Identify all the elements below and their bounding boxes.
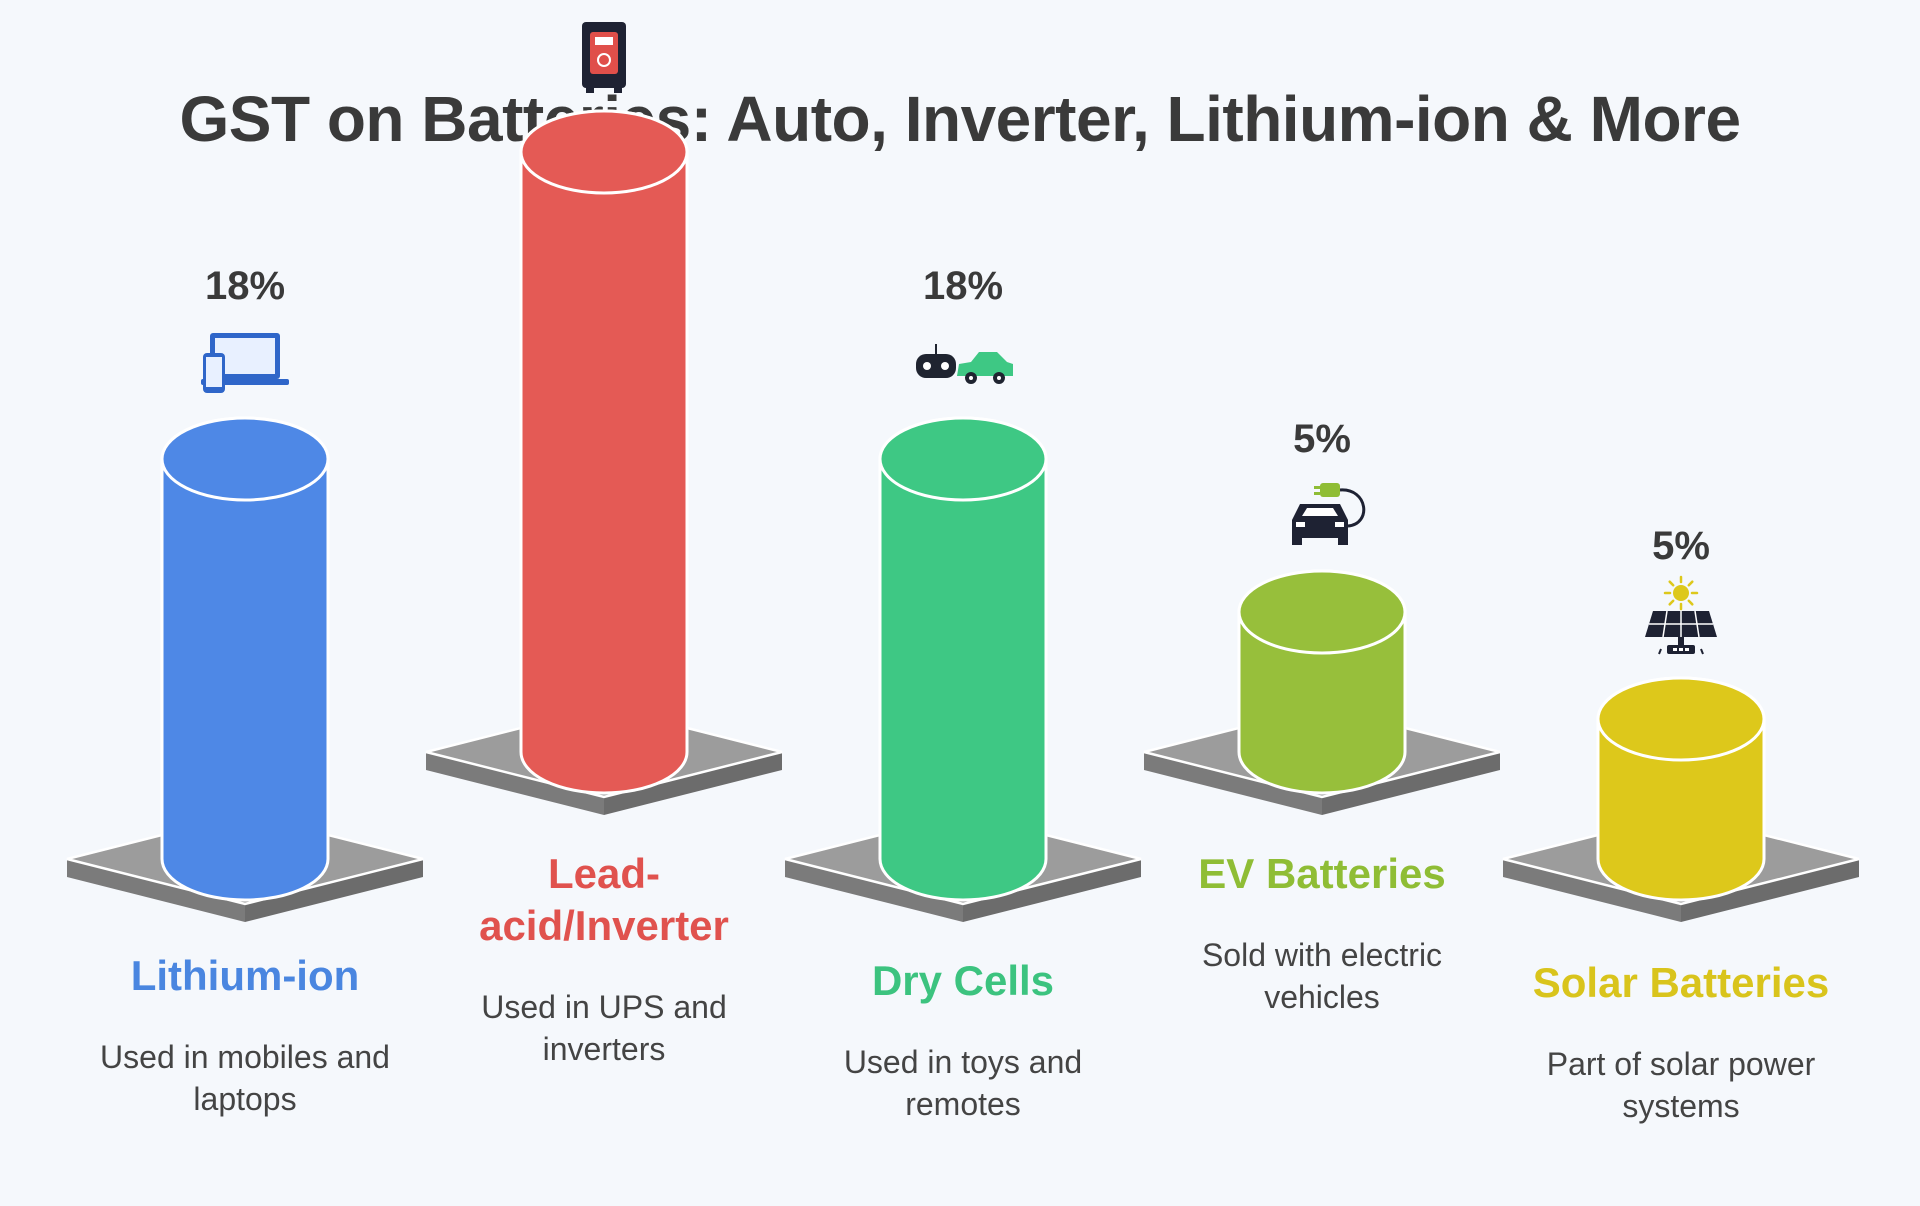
description-text-2: Used in UPS and xyxy=(481,989,726,1025)
bar-group-5: 5% Solar Batteries Part of solar power syst… xyxy=(1502,524,1860,1124)
plinth-left-face xyxy=(67,859,245,922)
description-text-5: Part of solar power xyxy=(1547,1046,1816,1082)
category-label-4: EV Batteries xyxy=(1198,850,1445,897)
plinth-left-face xyxy=(1503,859,1681,922)
description-text-4: vehicles xyxy=(1264,979,1380,1015)
value-label-3: 18% xyxy=(923,264,1003,308)
category-label-2: Lead- xyxy=(548,850,660,897)
plinth-right-face xyxy=(1322,752,1500,815)
laptop-phone-icon xyxy=(201,333,289,393)
bar-group-3: 18% Dry Cells Used in toys and remotes xyxy=(784,264,1142,1122)
description-text-1: laptops xyxy=(193,1081,296,1117)
plinth-left-face xyxy=(426,752,604,815)
plinth-right-face xyxy=(245,859,423,922)
value-label-4: 5% xyxy=(1293,417,1351,461)
category-label-2: acid/Inverter xyxy=(479,902,729,949)
bar-top-2 xyxy=(519,109,689,195)
bar-2 xyxy=(519,109,689,795)
bar-top-5 xyxy=(1596,676,1766,762)
description-text-3: Used in toys and xyxy=(844,1044,1082,1080)
bar-top-3 xyxy=(878,416,1048,502)
plinth-left-face xyxy=(785,859,963,922)
solar-panel-icon xyxy=(1645,575,1717,655)
inverter-icon xyxy=(582,22,626,93)
description-text-5: systems xyxy=(1622,1088,1739,1124)
value-label-1: 18% xyxy=(205,264,285,308)
gamepad-toy-car-icon xyxy=(916,344,1013,384)
plinth-right-face xyxy=(604,752,782,815)
category-label-5: Solar Batteries xyxy=(1533,959,1829,1006)
bar-top-4 xyxy=(1237,569,1407,655)
chart-title: GST on Batteries: Auto, Inverter, Lithiu… xyxy=(179,83,1741,155)
value-label-5: 5% xyxy=(1652,524,1710,568)
bar-top-1 xyxy=(160,416,330,502)
description-text-1: Used in mobiles and xyxy=(100,1039,390,1075)
category-label-1: Lithium-ion xyxy=(131,952,360,999)
value-label-2: 28% xyxy=(564,0,644,1)
plinth-right-face xyxy=(1681,859,1859,922)
bar-group-2: 28% Lead-acid/Inverter Used in UPS and inve… xyxy=(425,0,783,1067)
bar-group-4: 5% EV Batteries Sold with electric vehicles xyxy=(1143,417,1501,1015)
electric-car-icon xyxy=(1292,483,1366,545)
bar-group-1: 18% Lithium-ion Used in mobiles and laptops xyxy=(66,264,424,1117)
category-label-3: Dry Cells xyxy=(872,957,1054,1004)
plinth-left-face xyxy=(1144,752,1322,815)
description-text-2: inverters xyxy=(543,1031,666,1067)
description-text-4: Sold with electric xyxy=(1202,937,1442,973)
description-text-3: remotes xyxy=(905,1086,1021,1122)
plinth-right-face xyxy=(963,859,1141,922)
